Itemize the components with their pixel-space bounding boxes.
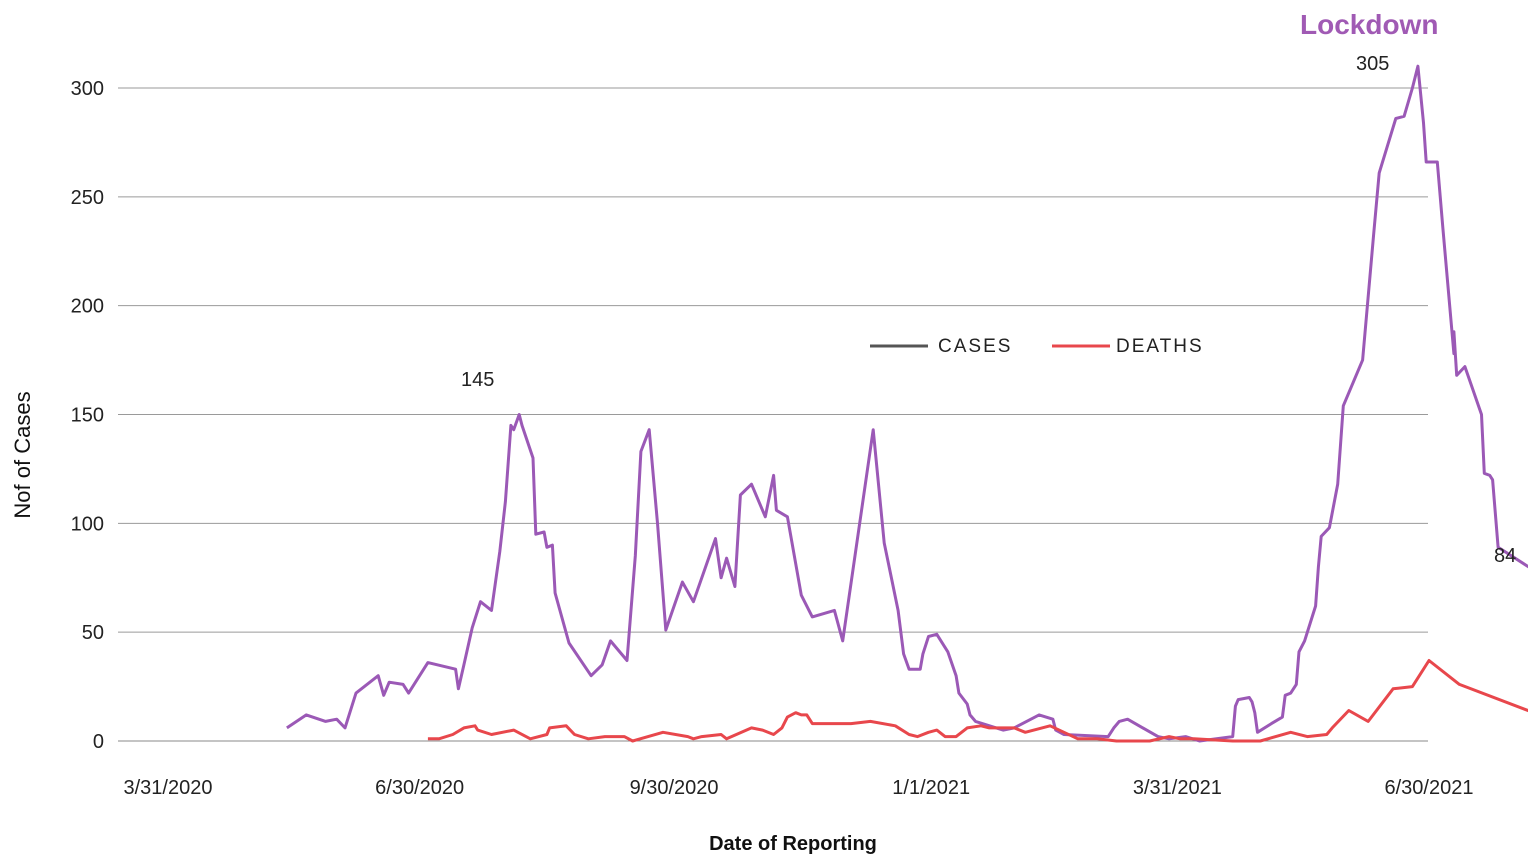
y-tick-label: 150 — [71, 405, 104, 427]
series-line-cases — [286, 64, 1528, 743]
x-tick-label: 6/30/2020 — [375, 777, 464, 799]
y-tick-label: 200 — [71, 296, 104, 318]
gridlines — [118, 87, 1428, 742]
x-axis-label: Date of Reporting — [709, 833, 877, 855]
legend: CASES DEATHS — [870, 336, 1204, 357]
x-tick-label: 3/31/2021 — [1133, 777, 1222, 799]
series-line-deaths — [427, 659, 1528, 743]
x-axis-tick-labels: 3/31/2020 6/30/2020 9/30/2020 1/1/2021 3/31/… — [124, 777, 1474, 799]
y-tick-label: 300 — [71, 78, 104, 100]
x-tick-label: 1/1/2021 — [892, 777, 970, 799]
x-tick-label: 3/31/2020 — [124, 777, 213, 799]
y-axis-tick-labels: 0 50 100 150 200 250 300 — [71, 78, 104, 753]
annotation-peak-305: 305 — [1356, 53, 1389, 75]
legend-label-deaths: DEATHS — [1116, 336, 1204, 357]
y-tick-label: 250 — [71, 187, 104, 209]
annotation-peak-145: 145 — [461, 369, 494, 391]
y-axis-label: Nof of Cases — [10, 391, 35, 518]
legend-label-cases: CASES — [938, 336, 1012, 357]
annotation-last-84: 84 — [1494, 545, 1516, 567]
series-lines — [286, 64, 1528, 743]
y-tick-label: 100 — [71, 513, 104, 535]
y-tick-label: 0 — [93, 731, 104, 753]
x-tick-label: 6/30/2021 — [1385, 777, 1474, 799]
annotation-lockdown: Lockdown — [1300, 9, 1438, 40]
x-tick-label: 9/30/2020 — [630, 777, 719, 799]
y-tick-label: 50 — [82, 622, 104, 644]
